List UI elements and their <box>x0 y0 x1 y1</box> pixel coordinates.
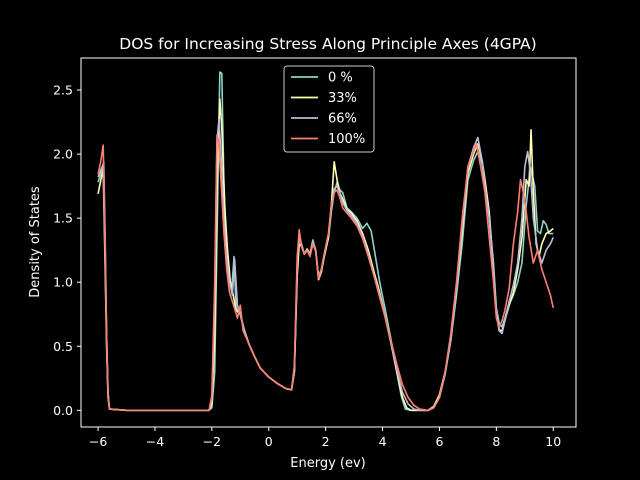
y-axis-label: Density of States <box>28 186 43 298</box>
x-tick-label: −6 <box>89 434 107 449</box>
y-tick-label: 2.0 <box>53 147 73 162</box>
y-axis: 0.0 0.5 1.0 1.5 2.0 2.5 <box>53 83 81 418</box>
x-tick-label: 8 <box>492 434 500 449</box>
x-tick-label: 0 <box>265 434 273 449</box>
y-tick-label: 1.0 <box>53 275 73 290</box>
axes-frame <box>80 57 577 428</box>
y-tick-label: 0.0 <box>53 403 73 418</box>
legend-label: 33% <box>328 91 357 106</box>
plot-area <box>80 57 577 428</box>
x-axis-label: Energy (ev) <box>290 456 365 471</box>
x-tick-label: 4 <box>379 434 387 449</box>
x-tick-label: 2 <box>322 434 330 449</box>
chart-title: DOS for Increasing Stress Along Principl… <box>119 35 536 53</box>
series-group <box>97 71 555 412</box>
x-tick-label: 6 <box>435 434 443 449</box>
legend: 0 % 33% 66% 100% <box>283 65 375 153</box>
x-tick-label: 10 <box>545 434 561 449</box>
y-tick-label: 1.5 <box>53 211 73 226</box>
x-axis: −6 −4 −2 0 2 4 6 8 10 <box>89 427 561 449</box>
legend-box <box>283 65 375 153</box>
legend-label: 100% <box>328 132 365 147</box>
legend-label: 0 % <box>328 71 353 86</box>
series-line-2 <box>97 118 554 412</box>
y-tick-label: 0.5 <box>53 339 73 354</box>
y-tick-label: 2.5 <box>53 83 73 98</box>
series-line-3 <box>97 134 555 412</box>
x-tick-label: −4 <box>146 434 164 449</box>
legend-label: 66% <box>328 112 357 127</box>
x-tick-label: −2 <box>203 434 221 449</box>
